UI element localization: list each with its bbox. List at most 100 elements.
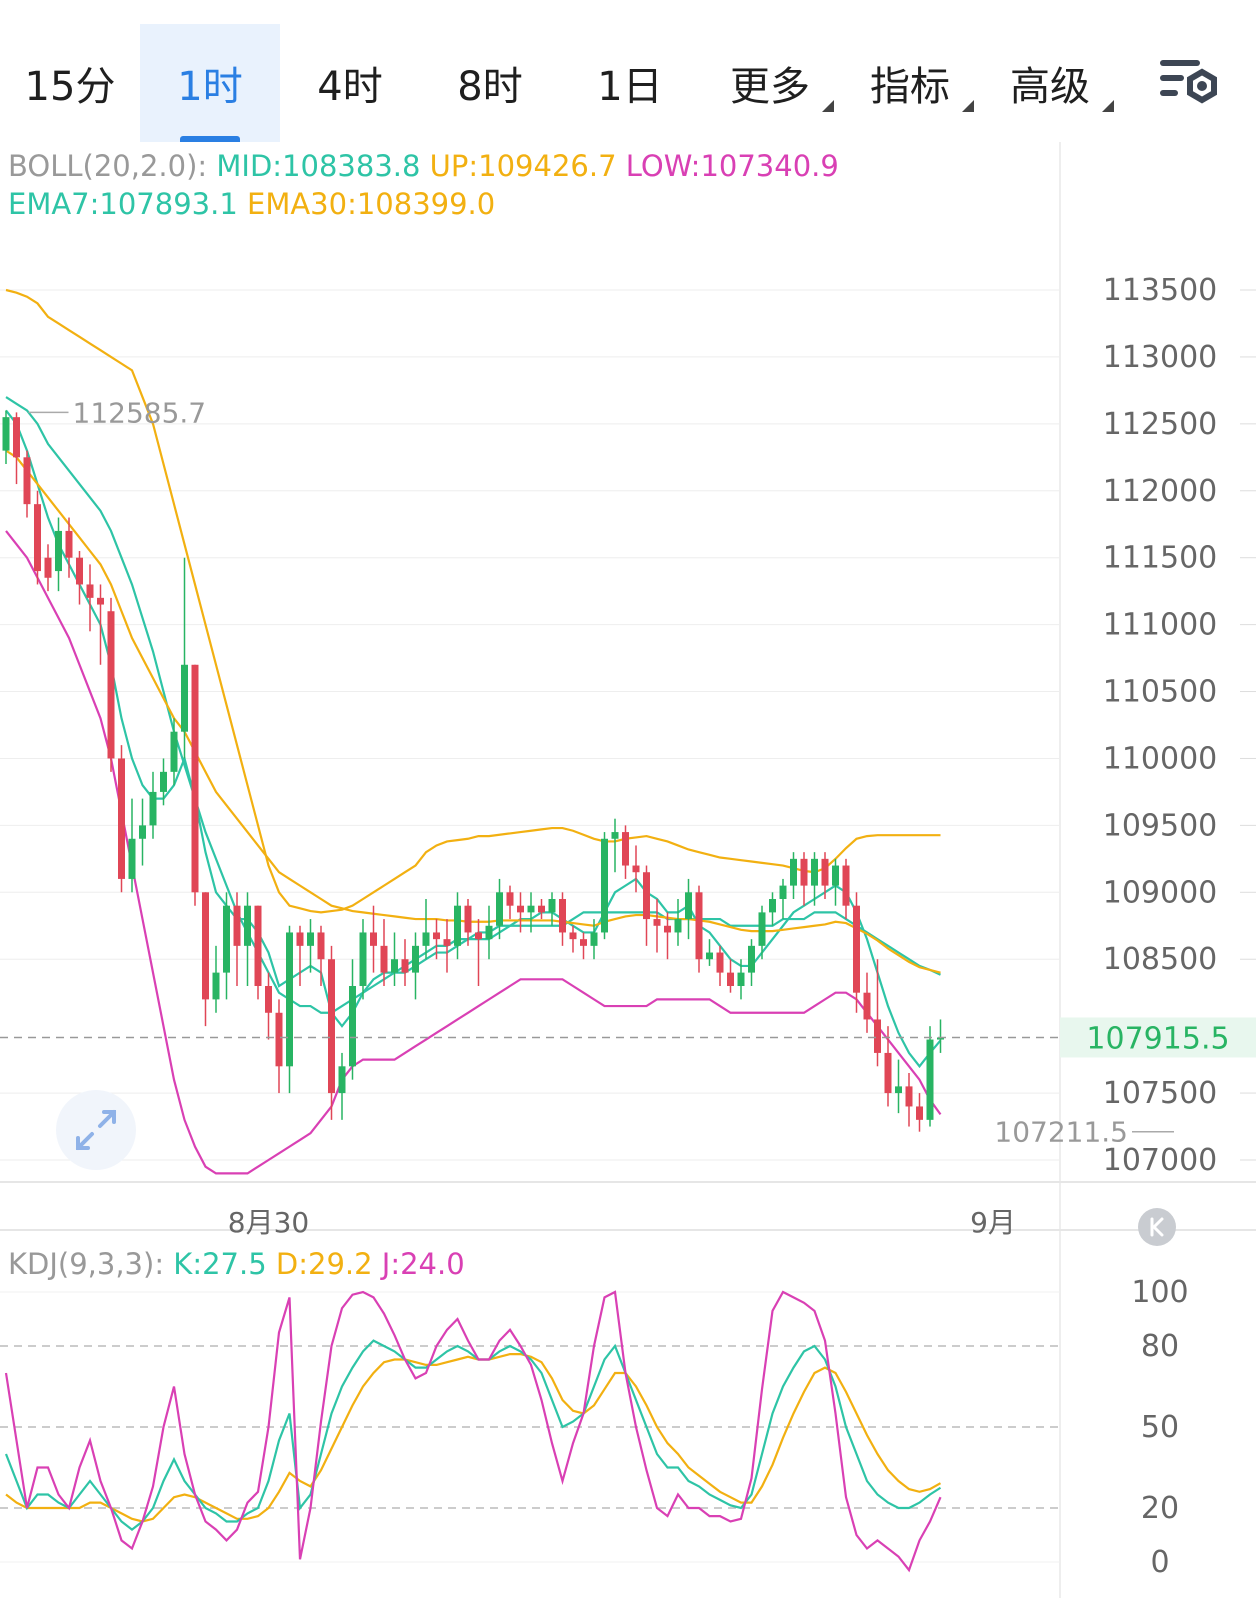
kdj-header-item: J:24.0	[373, 1247, 465, 1281]
boll-header-item: UP:109426.7	[420, 149, 616, 183]
candle-body	[233, 905, 241, 946]
max-marker-label: 112585.7	[73, 396, 207, 429]
tab-3[interactable]: 8时	[420, 24, 560, 142]
kdj-k-line	[4, 1339, 942, 1531]
candle-body	[443, 939, 451, 946]
expand-chart-button[interactable]	[56, 1090, 136, 1170]
y-tick-label: 108500	[1103, 942, 1218, 977]
x-tick-label: 9月	[970, 1206, 1016, 1239]
y-tick-label: 111500	[1103, 541, 1218, 576]
y-tick-label: 109500	[1103, 808, 1218, 843]
candle-body	[139, 825, 146, 839]
candle-body	[548, 899, 556, 913]
candle-body	[223, 905, 230, 973]
candle-body	[212, 972, 220, 1000]
tab-label: 高级	[1010, 64, 1090, 110]
y-tick-label: 110000	[1103, 741, 1218, 776]
candle-body	[842, 865, 850, 906]
tab-6[interactable]: 指标	[840, 24, 980, 142]
candle-body	[349, 986, 356, 1067]
candle-body	[412, 945, 419, 973]
candle-body	[811, 858, 818, 886]
tab-4[interactable]: 1日	[560, 24, 700, 142]
candle-body	[916, 1106, 923, 1120]
candle-body	[107, 611, 115, 759]
kdj-y-tick-label: 0	[1150, 1545, 1169, 1580]
candle-body	[401, 959, 409, 973]
expand-icon	[76, 1110, 116, 1150]
candle-body	[275, 1012, 283, 1067]
ema-header-item: EMA30:108399.0	[238, 187, 495, 221]
candle-body	[821, 858, 829, 886]
ema30-line	[5, 449, 941, 974]
candle-body	[653, 919, 661, 926]
candle-body	[307, 932, 314, 946]
candle-body	[622, 832, 629, 866]
candle-body	[13, 417, 20, 458]
candle-body	[506, 892, 514, 906]
scroll-to-latest-button[interactable]	[1138, 1208, 1176, 1246]
candle-body	[853, 905, 860, 993]
candle-body	[65, 530, 73, 558]
candle-body	[191, 664, 199, 893]
candle-body	[601, 838, 608, 933]
y-tick-label: 109000	[1103, 875, 1218, 910]
candle-body	[86, 584, 94, 598]
ema7-line	[5, 409, 942, 1069]
kdj-header-item: KDJ(9,3,3):	[8, 1247, 164, 1281]
tab-0[interactable]: 15分	[0, 24, 140, 142]
boll-lower-line	[5, 530, 942, 1175]
tab-label: 1时	[177, 64, 243, 110]
tab-5[interactable]: 更多	[700, 24, 840, 142]
tab-1[interactable]: 1时	[140, 24, 280, 142]
y-tick-label: 112000	[1103, 474, 1218, 509]
chart-settings-button[interactable]	[1160, 56, 1224, 120]
candle-body	[769, 899, 776, 913]
current-price-label: 107915.5	[1086, 1021, 1229, 1056]
kdj-j-line	[4, 1290, 942, 1573]
candle-body	[286, 932, 293, 1067]
candle-body	[44, 557, 52, 578]
kdj-y-tick-label: 80	[1141, 1329, 1179, 1364]
min-marker-label: 107211.5	[994, 1116, 1128, 1149]
candle-body	[244, 905, 251, 946]
kdj-y-tick-label: 20	[1141, 1491, 1179, 1526]
current-price-badge	[1060, 1017, 1256, 1058]
candle-body	[748, 945, 755, 973]
candle-body	[422, 932, 430, 946]
candle-body	[706, 952, 713, 960]
kdj-y-tick-label: 50	[1141, 1410, 1179, 1445]
candle-body	[905, 1086, 913, 1107]
candle-body	[118, 758, 125, 879]
candle-body	[296, 932, 304, 946]
y-tick-label: 107500	[1103, 1076, 1218, 1111]
candle-body	[496, 892, 503, 926]
boll-header-item: BOLL(20,2.0):	[8, 149, 207, 183]
chart-settings-icon	[1160, 60, 1217, 104]
tab-7[interactable]: 高级	[980, 24, 1120, 142]
candle-body	[160, 771, 167, 792]
candle-body	[338, 1066, 346, 1094]
candle-body	[632, 865, 640, 873]
candle-body	[128, 838, 136, 879]
candle-body	[23, 457, 31, 505]
candle-body	[559, 899, 566, 933]
candle-body	[34, 504, 41, 572]
y-tick-label: 112500	[1103, 407, 1218, 442]
y-tick-label: 113500	[1103, 273, 1218, 308]
k-icon	[1150, 1217, 1164, 1237]
boll-header-item: MID:108383.8	[207, 149, 420, 183]
candle-body	[611, 832, 619, 839]
candle-body	[454, 905, 461, 946]
candle-body	[370, 932, 377, 946]
dropdown-caret-icon	[962, 100, 974, 112]
kdj-d-line	[5, 1352, 942, 1523]
tab-2[interactable]: 4时	[280, 24, 420, 142]
kdj-y-tick-label: 100	[1131, 1275, 1188, 1310]
boll-upper-line	[5, 288, 941, 914]
y-tick-label: 110500	[1103, 675, 1218, 710]
candle-body	[832, 865, 839, 886]
candle-body	[254, 905, 262, 986]
candle-body	[76, 557, 83, 585]
